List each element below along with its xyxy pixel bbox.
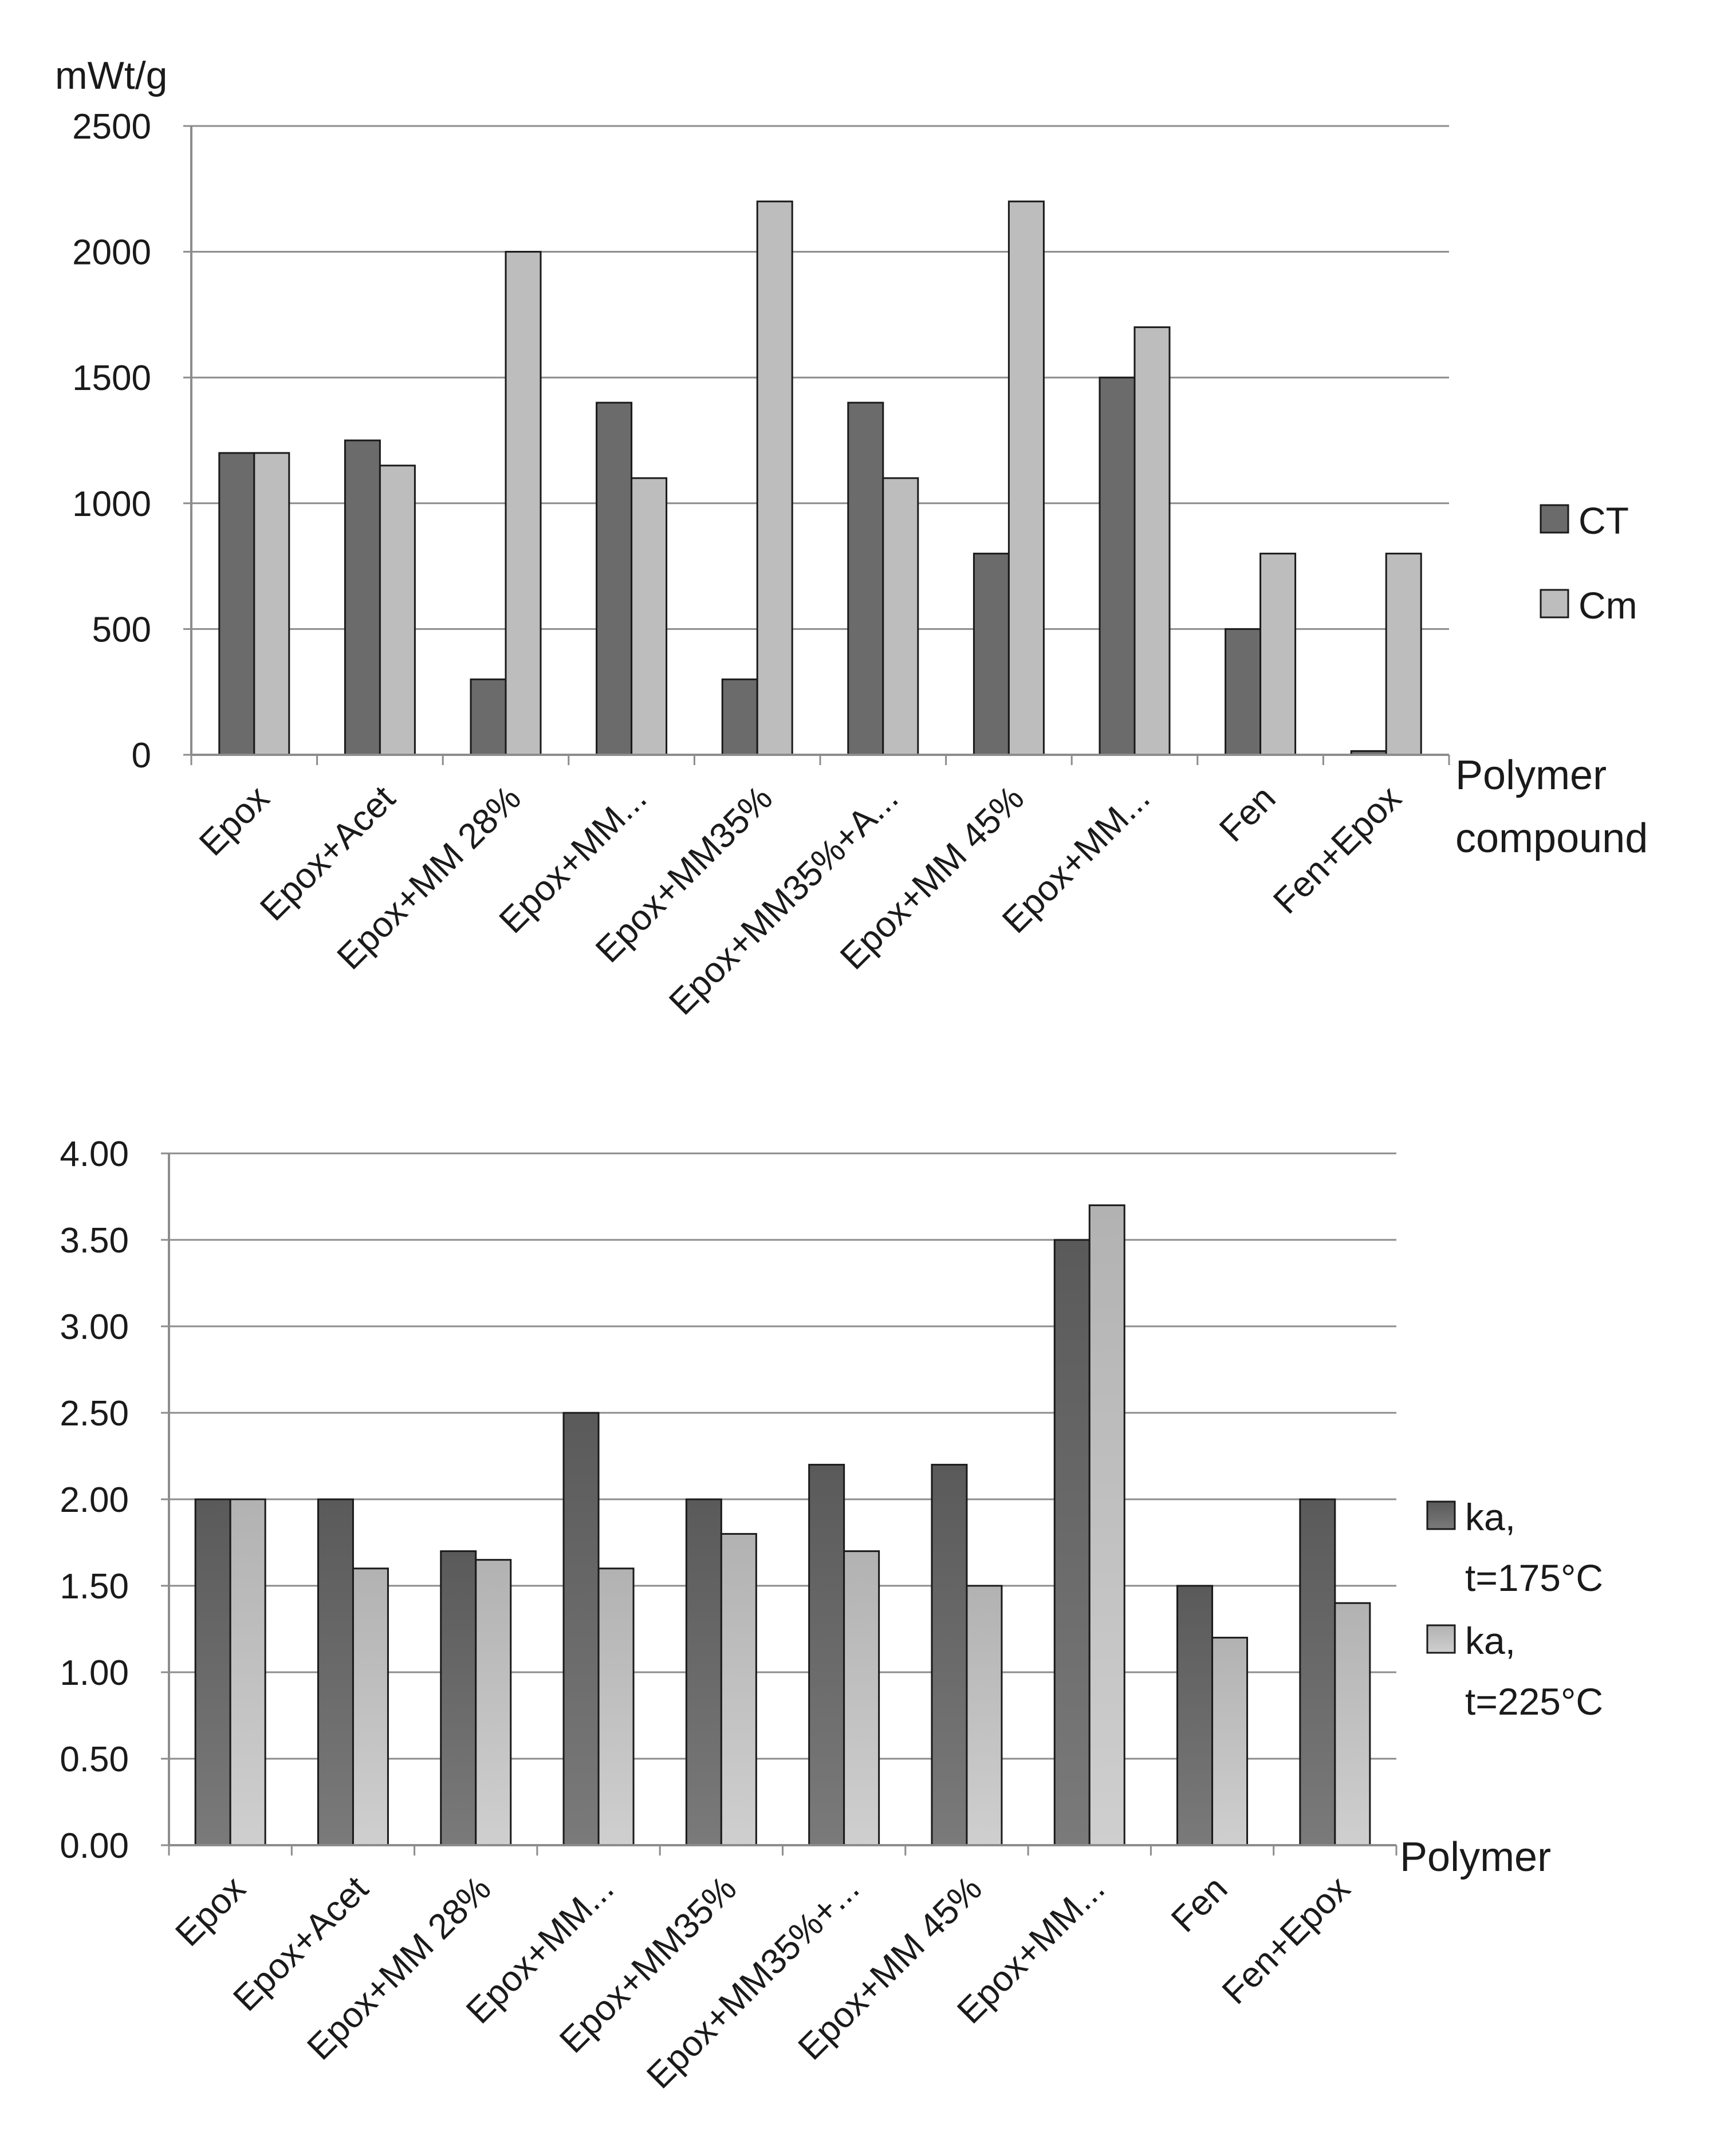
bar-series2: [1334, 1602, 1371, 1846]
bar-series1: [931, 1464, 968, 1846]
bar-series1: [685, 1498, 722, 1846]
bar-series1: [1176, 1585, 1214, 1846]
bar-series2: [1088, 1204, 1125, 1846]
x-axis-label: Polymer: [1400, 1834, 1551, 1880]
x-tick-label: Fen: [1212, 778, 1283, 849]
legend-label: t=225°C: [1465, 1680, 1603, 1723]
legend-swatch: [1426, 1500, 1456, 1530]
y-tick-label: 2500: [72, 107, 151, 147]
legend-label: CT: [1578, 499, 1629, 542]
bar-series2: [720, 1533, 757, 1846]
x-axis-label: compound: [1455, 816, 1648, 861]
bar-series2: [1211, 1637, 1249, 1846]
bar-series2: [843, 1550, 880, 1846]
y-tick-label: 500: [92, 610, 151, 649]
bar-series2: [1133, 326, 1171, 756]
y-tick-label: 4.00: [60, 1134, 129, 1174]
legend-label: Cm: [1578, 584, 1637, 627]
bar-series2: [882, 477, 919, 756]
legend-swatch: [1426, 1624, 1456, 1654]
legend-label: ka,: [1465, 1620, 1515, 1662]
bar-series2: [505, 251, 542, 756]
x-tick-label: Epox: [168, 1869, 253, 1954]
y-tick-label: 0.00: [60, 1826, 129, 1866]
x-tick-label: Fen: [1164, 1869, 1235, 1940]
bar-series1: [1053, 1239, 1091, 1846]
bar-series1: [1299, 1498, 1336, 1846]
x-tick-label: Epox: [192, 778, 277, 864]
legend-label: ka,: [1465, 1496, 1515, 1538]
bar-series1: [344, 439, 381, 756]
y-tick-label: 0.50: [60, 1740, 129, 1779]
bar-series1: [596, 401, 633, 756]
chart-ka-coefficient: 0.00 0.50 1.00 1.50 2.00 2.50 3.00 3.50 4.00 Epox…: [60, 1134, 1603, 2096]
x-axis-label: Polymer: [1455, 753, 1607, 798]
y-tick-label: 2.00: [60, 1480, 129, 1520]
bar-series1: [218, 452, 255, 756]
x-tick-label: Fen+Epox: [1215, 1869, 1358, 2012]
bar-series2: [253, 452, 290, 756]
bar-series2: [756, 200, 793, 756]
legend-label: t=175°C: [1465, 1557, 1603, 1599]
y-axis-label: mWt/g: [55, 54, 167, 97]
chart-heat-effect: 05001000150020002500EpoxEpox+AcetEpox+MM…: [55, 54, 1648, 1023]
bar-series2: [352, 1567, 389, 1846]
bar-series2: [229, 1498, 266, 1846]
bar-series1: [721, 678, 758, 756]
bar-series2: [597, 1567, 635, 1846]
bar-series2: [1007, 200, 1045, 756]
bar-series1: [847, 401, 884, 756]
bar-series2: [631, 477, 668, 756]
bar-series2: [475, 1559, 512, 1846]
bar-series1: [317, 1498, 354, 1846]
x-tick-label: Epox+MM35%+...: [639, 1869, 867, 2096]
x-tick-label: Fen+Epox: [1266, 778, 1409, 921]
legend-swatch: [1540, 589, 1569, 619]
y-tick-label: 1.00: [60, 1653, 129, 1693]
y-tick-label: 1500: [72, 359, 151, 398]
x-tick-label: Epox+MM35%+A...: [662, 778, 906, 1022]
bar-series1: [440, 1550, 477, 1846]
legend-swatch: [1540, 504, 1569, 534]
y-tick-label: 3.00: [60, 1307, 129, 1347]
y-tick-label: 1.50: [60, 1567, 129, 1606]
y-tick-label: 3.50: [60, 1221, 129, 1260]
bar-series1: [973, 553, 1010, 756]
y-tick-label: 0: [132, 736, 151, 775]
y-tick-label: 1000: [72, 484, 151, 524]
bar-series1: [194, 1498, 231, 1846]
bar-series2: [966, 1585, 1003, 1846]
bar-series1: [1099, 376, 1136, 756]
y-tick-label: 2000: [72, 233, 151, 273]
bar-series2: [1259, 553, 1297, 756]
bar-series1: [1225, 628, 1262, 756]
bar-series2: [379, 464, 416, 756]
bar-series1: [562, 1412, 600, 1846]
bar-series1: [470, 678, 507, 756]
bar-series2: [1385, 553, 1422, 756]
bar-series1: [808, 1464, 845, 1846]
y-tick-label: 2.50: [60, 1394, 129, 1433]
